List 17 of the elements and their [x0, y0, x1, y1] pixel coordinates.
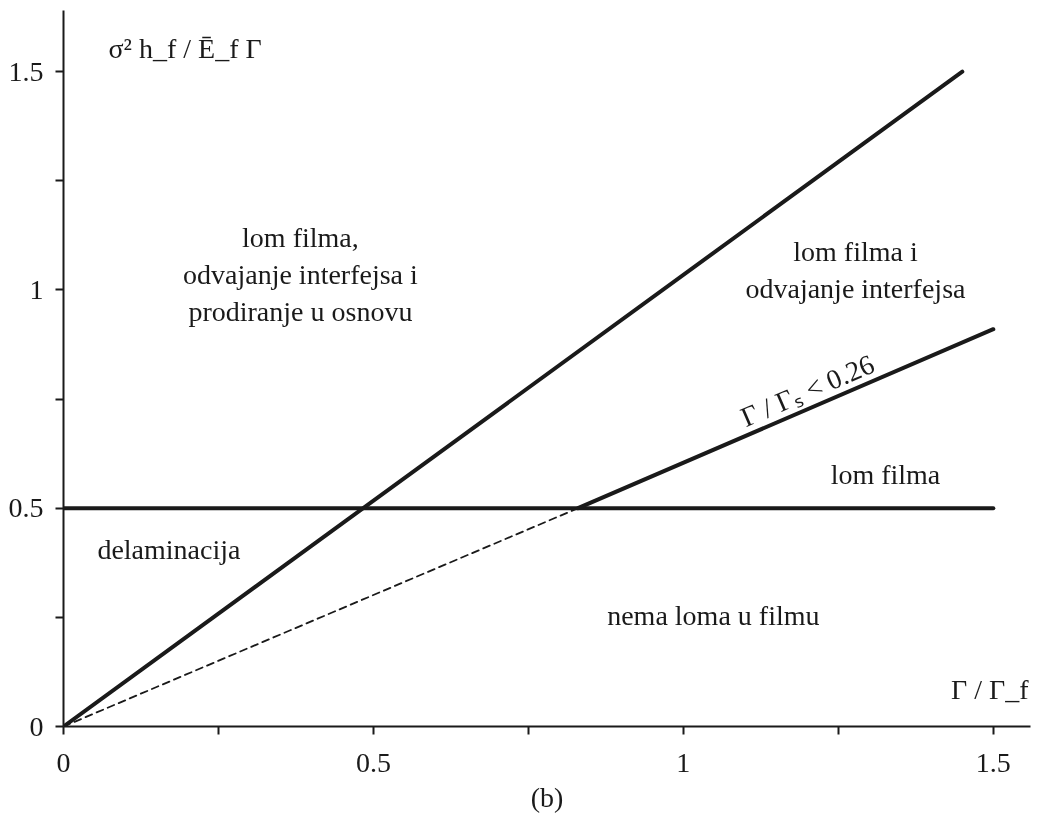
y-tick-label: 1.5: [8, 55, 44, 87]
x-axis-title: Γ / Γ_f: [951, 673, 1030, 705]
y-axis-title: σ² h_f / Ē_f Γ: [108, 32, 262, 64]
x-tick-label: 0.5: [355, 746, 391, 778]
annotation: Γ / Γₛ < 0.26: [736, 348, 879, 433]
y-tick-label: 0: [29, 710, 44, 742]
x-tick-label: 1: [676, 746, 691, 778]
x-tick-label: 1.5: [975, 746, 1011, 778]
annotation: delaminacija: [97, 534, 241, 566]
annotation: lom filma i odvajanje interfejsa: [745, 235, 967, 304]
annotation: lom filma: [830, 458, 941, 490]
text: (b): [530, 781, 564, 813]
y-tick-label: 0.5: [8, 492, 44, 524]
y-tick-label: 1: [29, 273, 44, 305]
x-tick-label: 0: [56, 746, 71, 778]
annotation: lom filma, odvajanje interfejsa i prodiranje u osnovu: [183, 222, 419, 328]
annotation: nema loma u filmu: [607, 600, 820, 632]
